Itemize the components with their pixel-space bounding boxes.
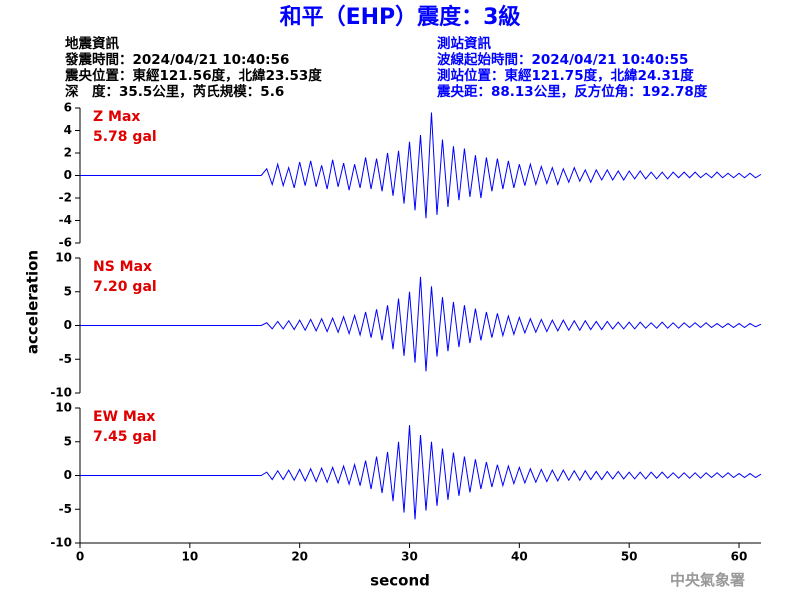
waveform: [80, 425, 762, 520]
y-tick-label: 5: [64, 434, 72, 448]
y-tick-label: 2: [64, 146, 72, 160]
y-tick-label: 10: [55, 251, 72, 265]
x-tick-label: 40: [511, 550, 528, 564]
header-left: 地震資訊: [65, 35, 119, 52]
waveform: [80, 276, 762, 372]
header-right: 測站資訊: [437, 35, 491, 52]
footer: 中央氣象署: [670, 571, 745, 589]
max-label: 7.20 gal: [93, 279, 157, 295]
legend-name: EW Max: [93, 409, 155, 425]
header-left: 深 度：35.5公里，芮氏規模：5.6: [65, 83, 284, 100]
y-tick-label: 4: [64, 123, 72, 137]
header-right: 測站位置：東經121.75度，北緯24.31度: [437, 67, 694, 84]
legend-name: NS Max: [93, 259, 152, 275]
y-tick-label: -5: [59, 502, 72, 516]
header-right: 波線起始時間：2024/04/21 10:40:55: [437, 51, 688, 68]
y-tick-label: -6: [59, 236, 72, 250]
y-tick-label: -2: [59, 191, 72, 205]
waveform: [80, 112, 762, 219]
header-left: 震央位置：東經121.56度，北緯23.53度: [64, 67, 322, 84]
y-tick-label: 5: [64, 284, 72, 298]
x-tick-label: 20: [291, 550, 308, 564]
y-tick-label: -10: [50, 536, 72, 550]
header-right: 震央距：88.13公里，反方位角：192.78度: [436, 83, 708, 100]
legend-name: Z Max: [93, 109, 140, 125]
x-axis-label: second: [370, 572, 430, 590]
y-tick-label: 0: [64, 468, 72, 482]
y-tick-label: -5: [59, 352, 72, 366]
y-tick-label: -10: [50, 386, 72, 400]
y-tick-label: 10: [55, 401, 72, 415]
header-left: 發震時間：2024/04/21 10:40:56: [64, 51, 289, 68]
y-axis-label: acceleration: [24, 250, 42, 354]
x-tick-label: 50: [621, 550, 638, 564]
x-tick-label: 60: [731, 550, 748, 564]
chart-title: 和平（EHP）震度：3級: [280, 4, 521, 30]
x-tick-label: 10: [181, 550, 198, 564]
max-label: 5.78 gal: [93, 129, 157, 145]
y-tick-label: 0: [64, 318, 72, 332]
y-tick-label: -4: [59, 213, 72, 227]
y-tick-label: 0: [64, 168, 72, 182]
x-tick-label: 0: [76, 550, 84, 564]
x-tick-label: 30: [401, 550, 418, 564]
y-tick-label: 6: [64, 101, 72, 115]
max-label: 7.45 gal: [93, 429, 157, 445]
